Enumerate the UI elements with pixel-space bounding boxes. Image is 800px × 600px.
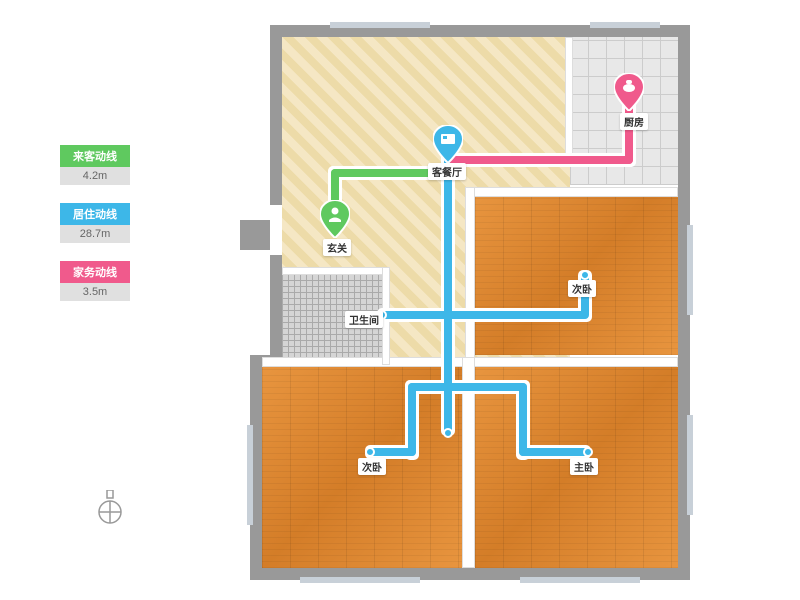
kitchen-pin-icon <box>614 73 644 111</box>
inner-wall <box>565 37 573 167</box>
inner-wall <box>465 187 678 197</box>
path-endpoint <box>365 447 375 457</box>
compass-icon <box>95 490 125 520</box>
path-endpoint <box>443 428 453 438</box>
path-chore <box>449 156 633 164</box>
window-mark <box>687 415 693 515</box>
window-mark <box>687 225 693 315</box>
entry-pin-icon <box>320 200 350 238</box>
window-mark <box>330 22 430 28</box>
legend-label: 家务动线 <box>60 261 130 283</box>
legend: 来客动线 4.2m 居住动线 28.7m 家务动线 3.5m <box>60 145 130 319</box>
legend-item-guest: 来客动线 4.2m <box>60 145 130 185</box>
window-mark <box>520 577 640 583</box>
path-endpoint <box>583 447 593 457</box>
legend-value: 28.7m <box>60 225 130 243</box>
path-endpoint <box>580 270 590 280</box>
legend-item-chore: 家务动线 3.5m <box>60 261 130 301</box>
legend-item-living: 居住动线 28.7m <box>60 203 130 243</box>
path-living <box>519 448 588 456</box>
inner-wall <box>465 187 475 365</box>
inner-wall <box>282 267 390 275</box>
room-label-entry: 玄关 <box>323 239 351 256</box>
wall <box>270 25 282 205</box>
room-label-bed2: 次卧 <box>358 458 386 475</box>
path-living <box>380 311 452 319</box>
path-living <box>519 383 527 456</box>
window-mark <box>590 22 660 28</box>
wall <box>270 255 282 367</box>
window-mark <box>247 425 253 525</box>
room-label-bath: 卫生间 <box>345 311 383 328</box>
living-pin-icon <box>433 125 463 163</box>
path-living <box>408 383 416 456</box>
path-living <box>368 448 416 456</box>
room-label-bed1: 次卧 <box>568 280 596 297</box>
room-bed1 <box>475 195 678 355</box>
room-label-master: 主卧 <box>570 458 598 475</box>
floorplan: 厨房 客餐厅 玄关 卫生间 次卧 次卧 主卧 <box>250 25 700 580</box>
legend-label: 居住动线 <box>60 203 130 225</box>
room-label-living: 客餐厅 <box>428 163 466 180</box>
window-mark <box>300 577 420 583</box>
legend-value: 4.2m <box>60 167 130 185</box>
legend-label: 来客动线 <box>60 145 130 167</box>
door-notch <box>240 220 270 250</box>
room-label-kitchen: 厨房 <box>620 113 648 130</box>
legend-value: 3.5m <box>60 283 130 301</box>
path-living <box>444 311 588 319</box>
path-living <box>408 383 527 391</box>
